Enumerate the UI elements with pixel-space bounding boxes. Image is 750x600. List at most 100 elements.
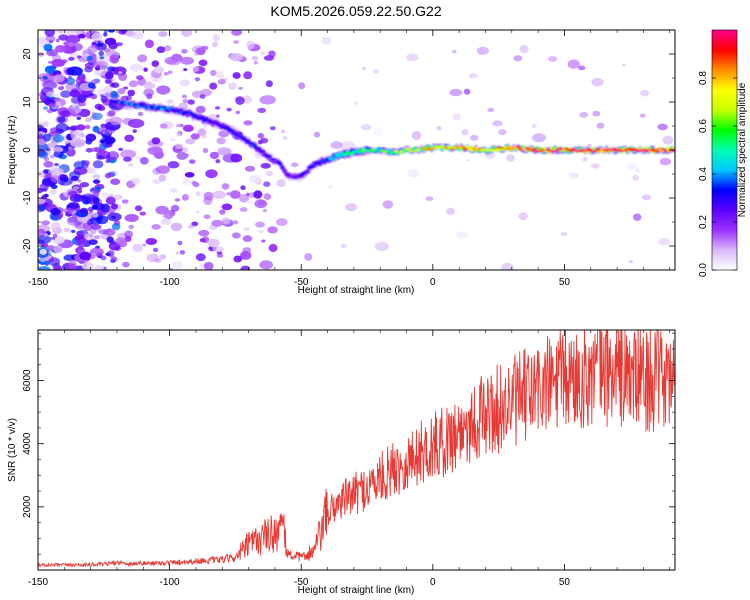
spectrogram-ridge-cell bbox=[587, 148, 593, 151]
spectrogram-noise-blob bbox=[215, 159, 221, 164]
spectrogram-noise-blob bbox=[182, 124, 194, 132]
spectrogram-noise-blob bbox=[110, 178, 121, 185]
spectrogram-noise-blob bbox=[181, 194, 189, 201]
spectrogram-ridge-cell bbox=[387, 150, 393, 153]
spectrogram-noise-blob bbox=[98, 229, 105, 235]
spectrogram-noise-blob bbox=[64, 30, 75, 36]
spectrogram-ridge-cell bbox=[391, 152, 397, 154]
snr-x-tick-label: 0 bbox=[430, 577, 436, 588]
spectrogram-noise-blob bbox=[45, 147, 51, 152]
spectrogram-noise-blob bbox=[54, 163, 59, 167]
spectrogram-noise-blob bbox=[52, 233, 58, 238]
spectrogram-ridge-cell bbox=[650, 148, 656, 151]
spectrogram-noise-blob bbox=[187, 99, 195, 105]
spectrogram-noise-blob bbox=[216, 253, 224, 258]
spectrogram-noise-blob bbox=[50, 175, 60, 183]
spectrogram-noise-blob bbox=[190, 133, 200, 140]
spectrogram-noise-blob bbox=[463, 88, 471, 95]
spectrogram-noise-blob bbox=[139, 157, 149, 165]
spectrogram-noise-blob bbox=[360, 124, 372, 131]
spectrogram-noise-blob bbox=[128, 80, 139, 88]
spectrogram-noise-blob bbox=[156, 85, 171, 95]
spectrogram-noise-blob bbox=[85, 133, 97, 142]
spectrogram-noise-blob bbox=[199, 94, 206, 99]
spectrogram-noise-blob bbox=[99, 139, 106, 144]
spectrogram-noise-blob bbox=[246, 40, 255, 50]
spectrogram-noise-blob bbox=[260, 162, 271, 169]
spectrogram-noise-blob bbox=[228, 82, 237, 91]
spectrogram-ridge-cell bbox=[439, 145, 445, 148]
spectrogram-noise-blob bbox=[91, 204, 99, 210]
spectrogram-noise-blob bbox=[79, 133, 86, 138]
spectrogram-noise-blob bbox=[506, 154, 515, 162]
spectrogram-noise-blob bbox=[246, 192, 250, 196]
spectrogram-noise-blob bbox=[328, 185, 334, 189]
spectrogram-noise-blob bbox=[41, 194, 48, 200]
spectrogram-noise-blob bbox=[47, 60, 52, 64]
spectrogram-noise-blob bbox=[132, 129, 137, 133]
spectrogram-noise-blob bbox=[146, 81, 152, 87]
spectrogram-noise-blob bbox=[124, 230, 133, 239]
spectrogram-x-tick-label: -150 bbox=[28, 277, 48, 288]
snr-x-tick-label: -150 bbox=[28, 577, 48, 588]
spectrogram-noise-blob bbox=[281, 129, 285, 134]
spectrogram-noise-blob bbox=[109, 90, 119, 99]
spectrogram-noise-blob bbox=[235, 96, 245, 105]
spectrogram-noise-blob bbox=[662, 135, 674, 145]
spectrogram-ridge-cell bbox=[467, 147, 473, 150]
spectrogram-noise-blob bbox=[122, 86, 129, 90]
spectrogram-noise-blob bbox=[121, 199, 129, 204]
spectrogram-noise-blob bbox=[243, 227, 250, 232]
spectrogram-noise-blob bbox=[579, 111, 589, 118]
spectrogram-noise-blob bbox=[111, 203, 118, 210]
spectrogram-noise-blob bbox=[183, 68, 188, 72]
spectrogram-noise-blob bbox=[233, 255, 243, 263]
spectrogram-noise-blob bbox=[152, 178, 162, 184]
spectrogram-ridge-cell bbox=[406, 147, 411, 150]
spectrogram-noise-blob bbox=[146, 238, 153, 242]
spectrogram-noise-blob bbox=[77, 55, 82, 59]
spectrogram-noise-blob bbox=[198, 229, 210, 237]
snr-y-tick-label: 6000 bbox=[22, 369, 33, 392]
spectrogram-noise-blob bbox=[170, 204, 180, 212]
spectrogram-noise-blob bbox=[229, 53, 243, 62]
spectrogram-noise-blob bbox=[209, 151, 219, 160]
spectrogram-noise-blob bbox=[91, 32, 103, 41]
spectrogram-noise-blob bbox=[640, 90, 650, 97]
spectrogram-noise-blob bbox=[175, 251, 179, 255]
spectrogram-noise-blob bbox=[104, 92, 112, 98]
spectrogram-noise-blob bbox=[221, 217, 231, 225]
spectrogram-ridge-cell bbox=[530, 149, 536, 152]
spectrogram-noise-blob bbox=[240, 250, 252, 260]
spectrogram-noise-blob bbox=[74, 194, 82, 199]
spectrogram-noise-blob bbox=[70, 130, 81, 140]
spectrogram-noise-blob bbox=[330, 141, 343, 149]
spectrogram-noise-blob bbox=[51, 167, 64, 175]
spectrogram-noise-blob bbox=[425, 196, 434, 202]
spectrogram-noise-blob bbox=[105, 196, 116, 205]
spectrogram-ridge-cell bbox=[456, 145, 462, 148]
spectrogram-ridge-cell bbox=[496, 146, 502, 149]
colorbar-tick-label: 0.2 bbox=[698, 215, 709, 229]
spectrogram-ridge-cell bbox=[461, 146, 466, 149]
spectrogram-noise-blob bbox=[411, 131, 422, 140]
spectrogram-ridge-cell bbox=[157, 105, 163, 109]
spectrogram-noise-blob bbox=[182, 99, 189, 104]
spectrogram-noise-blob bbox=[91, 146, 101, 153]
spectrogram-noise-blob bbox=[38, 235, 52, 244]
snr-y-tick-label: 2000 bbox=[22, 495, 33, 518]
spectrogram-noise-blob bbox=[449, 88, 463, 97]
spectrogram-y-axis: -20 -10 0 10 20 bbox=[22, 29, 675, 271]
spectrogram-noise-blob bbox=[48, 103, 56, 108]
spectrogram-noise-blob bbox=[198, 59, 208, 67]
spectrogram-noise-blob bbox=[144, 39, 154, 49]
spectrogram-noise-blob bbox=[155, 165, 170, 175]
spectrogram-ridge-cell bbox=[298, 174, 304, 177]
spectrogram-noise-blob bbox=[238, 86, 244, 90]
spectrogram-noise-blob bbox=[127, 118, 145, 128]
spectrogram-noise-blob bbox=[45, 91, 56, 97]
spectrogram-noise-blob bbox=[49, 154, 55, 159]
spectrogram-noise-blob bbox=[167, 70, 173, 74]
spectrogram-noise-blob bbox=[238, 194, 250, 203]
spectrogram-noise-blob bbox=[77, 101, 86, 107]
